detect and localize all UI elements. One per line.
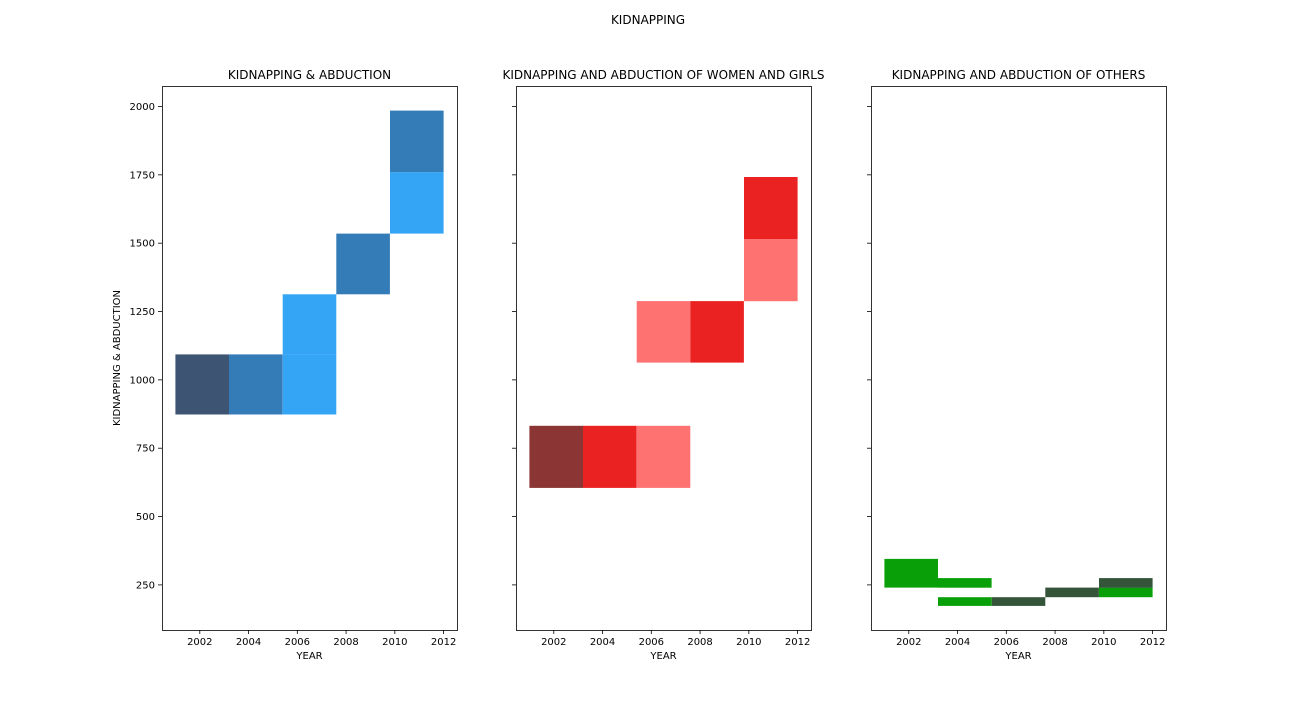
heatmap-cell: [938, 578, 992, 588]
x-tick-label: 2002: [541, 637, 566, 648]
y-tick-label: 750: [136, 444, 155, 455]
subplots: KIDNAPPING & ABDUCTION 2002 2004 2006 2008 20…: [112, 68, 1167, 662]
heatmap-cell: [336, 233, 390, 295]
heatmap-cell: [1045, 587, 1099, 598]
x-tick-label: 2002: [896, 637, 921, 648]
heatmap-cell: [991, 597, 1046, 606]
heatmap-cell: [583, 425, 637, 488]
axes-frame: [871, 86, 1167, 631]
y-tick-label: 250: [136, 580, 155, 591]
heatmap-cell: [175, 354, 229, 415]
x-axis-label: YEAR: [1004, 651, 1031, 662]
heatmap-cell: [282, 294, 337, 355]
heatmap-cell: [636, 425, 691, 488]
heatmap-cell: [744, 177, 798, 240]
heatmap-cell: [1099, 578, 1153, 588]
x-tick-label: 2004: [945, 637, 970, 648]
heatmap-cell: [938, 597, 992, 606]
y-tick-label: 500: [136, 512, 155, 523]
subplot-title: KIDNAPPING & ABDUCTION: [228, 68, 391, 82]
y-tick-label: 2000: [130, 102, 155, 113]
y-tick-label: 1500: [130, 239, 155, 250]
axes-frame: [162, 86, 458, 631]
x-axis-label: YEAR: [649, 651, 676, 662]
x-tick-label: 2010: [736, 637, 761, 648]
heatmap-cell: [529, 425, 583, 488]
x-tick-label: 2006: [285, 637, 310, 648]
x-tick-label: 2012: [785, 637, 810, 648]
x-tick-label: 2012: [431, 637, 456, 648]
heatmap-cell: [229, 354, 283, 415]
x-tick-label: 2008: [1042, 637, 1067, 648]
y-tick-label: 1250: [130, 307, 155, 318]
heatmap-cell: [282, 354, 337, 415]
y-tick-label: 1000: [130, 375, 155, 386]
x-axis-label: YEAR: [295, 651, 322, 662]
x-tick-label: 2012: [1140, 637, 1165, 648]
heatmap-cell: [390, 172, 444, 234]
y-axis-label: KIDNAPPING & ABDUCTION: [112, 290, 123, 426]
subplot-3: KIDNAPPING AND ABDUCTION OF OTHERS 2002 20…: [867, 68, 1167, 662]
subplot-2: KIDNAPPING AND ABDUCTION OF WOMEN AND GI…: [502, 68, 824, 662]
x-tick-label: 2004: [590, 637, 615, 648]
x-tick-label: 2004: [236, 637, 261, 648]
x-tick-label: 2006: [639, 637, 664, 648]
x-tick-label: 2006: [994, 637, 1019, 648]
heatmap-cell: [636, 301, 691, 363]
x-tick-label: 2002: [187, 637, 212, 648]
x-tick-label: 2008: [687, 637, 712, 648]
y-tick-label: 1750: [130, 170, 155, 181]
subplot-1: KIDNAPPING & ABDUCTION 2002 2004 2006 2008 20…: [112, 68, 458, 662]
heatmap-cell: [744, 239, 798, 302]
subplot-title: KIDNAPPING AND ABDUCTION OF WOMEN AND GI…: [502, 68, 824, 82]
subplot-title: KIDNAPPING AND ABDUCTION OF OTHERS: [892, 68, 1146, 82]
x-tick-label: 2008: [333, 637, 358, 648]
heatmap-cell: [1099, 587, 1153, 598]
heatmap-cell: [390, 110, 444, 173]
x-tick-label: 2010: [1091, 637, 1116, 648]
x-tick-label: 2010: [382, 637, 407, 648]
axes-frame: [516, 86, 812, 631]
figure-title: KIDNAPPING: [611, 13, 685, 27]
heatmap-cell: [884, 558, 938, 588]
heatmap-cell: [690, 301, 744, 363]
